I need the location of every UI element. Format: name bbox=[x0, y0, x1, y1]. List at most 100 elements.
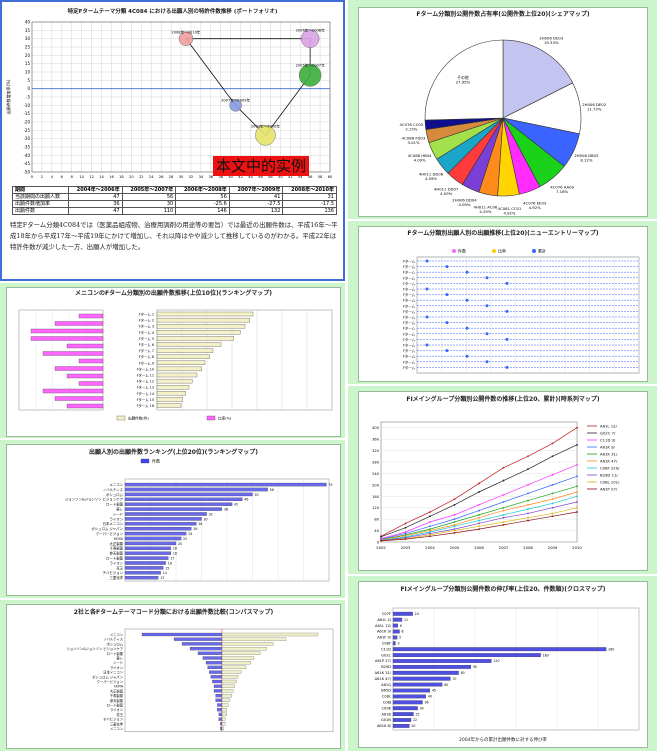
data-point bbox=[454, 530, 456, 532]
plot-frame bbox=[417, 257, 639, 373]
entry-point bbox=[446, 349, 449, 352]
value-label: 30 bbox=[420, 706, 424, 710]
right-bar bbox=[222, 652, 260, 655]
right-bar bbox=[157, 324, 245, 328]
applicant-ranking-chart: 件数メニコン79ノバルティス56ボシュロム50ジョンソン&ジョンソン ビジョンケ… bbox=[7, 445, 340, 595]
left-bar bbox=[67, 344, 103, 348]
pie-value-label: 11.73% bbox=[587, 106, 602, 111]
x-tick-label: 2006 bbox=[474, 545, 484, 550]
data-point bbox=[552, 455, 554, 457]
category-label: A61K 47/ bbox=[375, 677, 392, 681]
row-label: Fターム bbox=[403, 365, 416, 370]
y-tick-label: 200 bbox=[372, 483, 380, 487]
right-bar bbox=[222, 657, 254, 660]
right-bar bbox=[157, 312, 253, 316]
value-label: 36 bbox=[425, 701, 429, 705]
value-label: 6 bbox=[400, 624, 402, 628]
category-label: 大正製薬 bbox=[109, 541, 123, 546]
bar bbox=[125, 517, 202, 520]
data-point bbox=[503, 480, 505, 482]
x-tick-label: 4 bbox=[51, 175, 54, 179]
table-header-cell: 2008年～2010年 bbox=[283, 187, 337, 194]
category-label: ノバルティス bbox=[103, 637, 123, 642]
category-label: 大正製薬 bbox=[110, 688, 124, 693]
data-point bbox=[527, 493, 529, 495]
data-point bbox=[405, 538, 407, 540]
category-label: Fターム 10 bbox=[137, 366, 154, 371]
pie-value-label: 3.01% bbox=[408, 140, 420, 145]
value-label: 24 bbox=[415, 612, 419, 616]
category-label: Fターム 3 bbox=[139, 324, 154, 329]
pie-value-label: 4.92% bbox=[529, 205, 541, 210]
bar bbox=[125, 483, 326, 486]
left-bar bbox=[214, 689, 222, 692]
legend-label: 件数 bbox=[152, 458, 160, 464]
right-bar bbox=[222, 666, 246, 669]
category-label: ボシュロム bbox=[107, 641, 124, 646]
pie-value-label: 4.09% bbox=[458, 202, 470, 207]
left-bar bbox=[216, 694, 222, 697]
category-label: ロート製薬 bbox=[106, 502, 124, 507]
pie-value-label: 7.18% bbox=[556, 189, 568, 194]
y-tick-label: 15 bbox=[25, 61, 31, 66]
value-label: 60 bbox=[444, 683, 448, 687]
row-label: Fターム bbox=[403, 326, 416, 331]
row-label: Fターム bbox=[403, 343, 416, 348]
x-tick-label: 24 bbox=[149, 175, 154, 179]
data-point bbox=[552, 493, 554, 495]
data-point bbox=[527, 508, 529, 510]
value-label: 56 bbox=[270, 488, 274, 492]
value-label: 11 bbox=[404, 618, 408, 622]
value-label: 5 bbox=[399, 636, 401, 640]
data-point bbox=[454, 498, 456, 500]
right-bar bbox=[157, 355, 210, 359]
x-tick-label: 16 bbox=[109, 175, 114, 179]
data-point bbox=[576, 501, 578, 503]
new-entry-card: Fターム分類別出願人別の出願推移(上位20)(ニューエントリーマップ) 件数比率… bbox=[358, 226, 648, 382]
value-label: 180 bbox=[543, 653, 549, 657]
left-bar bbox=[142, 633, 222, 636]
value-label: 17 bbox=[170, 557, 174, 561]
data-point bbox=[478, 520, 480, 522]
value-label: 80 bbox=[461, 671, 465, 675]
data-point bbox=[552, 503, 554, 505]
left-bar bbox=[203, 657, 222, 660]
legend-label: A61K 9/ bbox=[600, 445, 616, 450]
right-bar bbox=[222, 704, 228, 707]
x-tick-label: 10 bbox=[79, 175, 84, 179]
data-point bbox=[503, 517, 505, 519]
data-point bbox=[576, 511, 578, 513]
bar bbox=[393, 706, 418, 710]
right-bar bbox=[222, 718, 225, 721]
entry-point bbox=[446, 321, 449, 324]
panel-share-map: Fターム分類別公開件数占有率(公開件数上位20)(シェアマップ) 2H006 D… bbox=[348, 0, 657, 219]
pie-value-label: 4.92% bbox=[503, 210, 515, 215]
entry-point bbox=[486, 304, 489, 307]
data-point bbox=[527, 504, 529, 506]
entry-point bbox=[426, 260, 429, 263]
category-label: C07F bbox=[382, 612, 391, 616]
compass-map-card: 2社と各Fタームテーマコード分類における出願件数比較(コンパスマップ) メニコン… bbox=[6, 604, 341, 749]
data-point bbox=[503, 507, 505, 509]
value-label: 79 bbox=[328, 483, 332, 487]
left-bar bbox=[31, 329, 103, 333]
left-bar bbox=[198, 652, 222, 655]
x-tick-label: 58 bbox=[318, 175, 323, 179]
category-label: 三菱化学 bbox=[110, 721, 124, 726]
data-point bbox=[552, 507, 554, 509]
left-bar bbox=[43, 389, 103, 393]
data-point bbox=[478, 523, 480, 525]
right-bar bbox=[222, 633, 318, 636]
left-bar bbox=[182, 642, 222, 645]
row-label: Fターム bbox=[403, 292, 416, 297]
category-label: Fターム 4 bbox=[139, 330, 154, 335]
value-label: 30 bbox=[204, 517, 208, 521]
right-bar bbox=[222, 689, 233, 692]
value-label: 45 bbox=[432, 689, 436, 693]
company-trend-card: メニコンのFターム分類別の出願件数推移(上位10位)(ランキングマップ) Fター… bbox=[6, 287, 341, 437]
y-tick-label: 120 bbox=[372, 506, 380, 510]
legend-label: C11D 3/ bbox=[600, 438, 616, 443]
category-label: Fターム 2 bbox=[139, 318, 154, 323]
right-bar bbox=[157, 379, 192, 383]
legend-label: 件数 bbox=[458, 248, 466, 254]
